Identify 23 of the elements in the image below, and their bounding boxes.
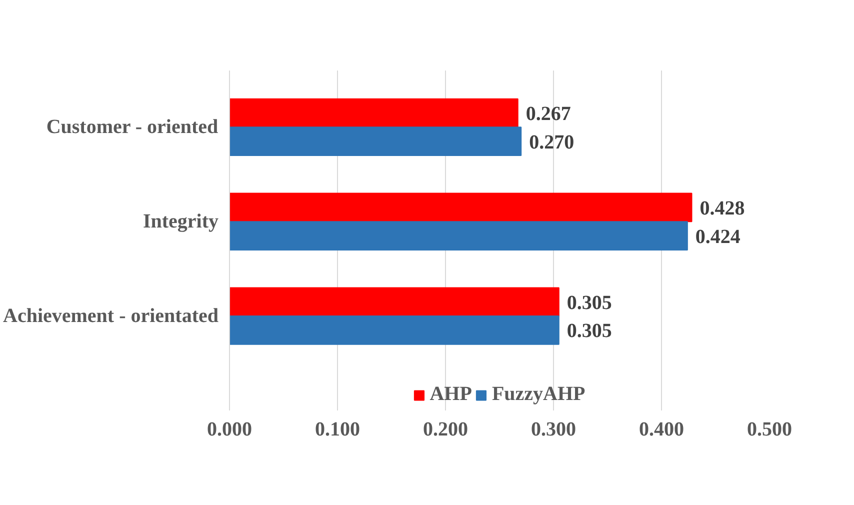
legend-label: FuzzyAHP bbox=[492, 383, 586, 406]
x-tick-label: 0.300 bbox=[531, 418, 576, 440]
bar bbox=[230, 287, 560, 317]
bar bbox=[230, 192, 692, 222]
bar bbox=[230, 221, 688, 250]
data-label: 0.428 bbox=[700, 197, 745, 220]
y-tick-label: Integrity bbox=[142, 210, 219, 233]
x-tick-label: 0.400 bbox=[639, 418, 684, 440]
data-label: 0.305 bbox=[566, 292, 612, 314]
bar bbox=[230, 126, 522, 156]
data-label: 0.267 bbox=[526, 103, 571, 125]
y-tick-label: Achievement - orientated bbox=[3, 305, 219, 328]
x-tick-label: 0.200 bbox=[423, 418, 468, 440]
legend-label: AHP bbox=[430, 383, 472, 406]
data-label: 0.270 bbox=[529, 131, 574, 154]
data-label: 0.305 bbox=[566, 320, 612, 342]
x-tick-label: 0.100 bbox=[315, 418, 360, 440]
y-tick-label: Customer - oriented bbox=[46, 116, 218, 138]
bar bbox=[230, 316, 560, 345]
x-tick-label: 0.500 bbox=[747, 418, 792, 440]
bar bbox=[230, 98, 518, 128]
x-tick-label: 0.000 bbox=[207, 418, 252, 440]
data-label: 0.424 bbox=[695, 226, 740, 248]
